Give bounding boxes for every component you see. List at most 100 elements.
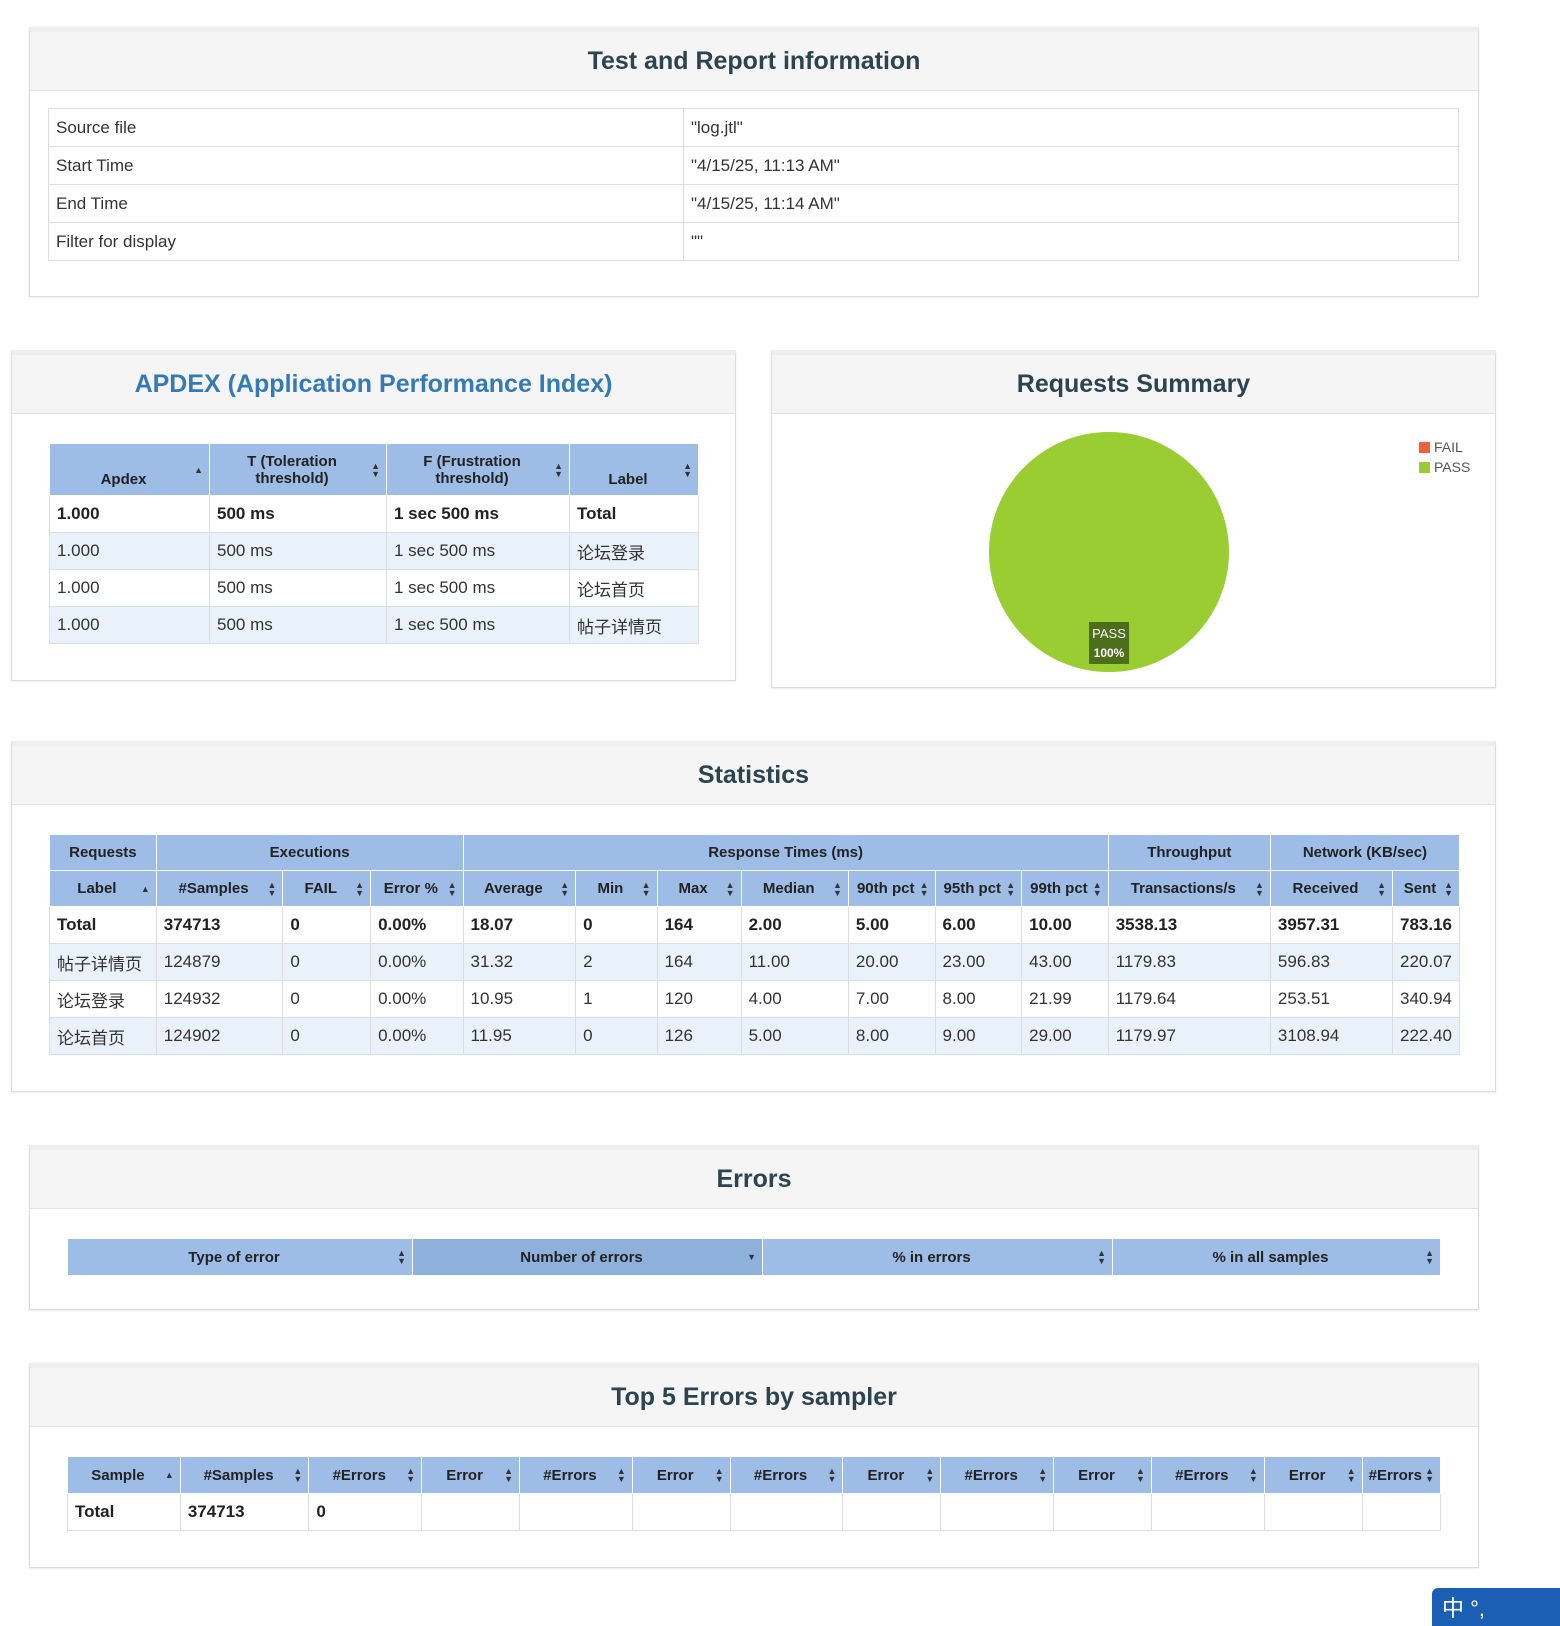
errors-title: Errors [30,1150,1478,1209]
stats-cell: 0 [282,943,372,981]
stats-cell: 1179.83 [1107,943,1271,981]
stats-cell: 8.00 [847,1017,936,1055]
statistics-table: Requests Executions Response Times (ms) … [49,834,1461,1055]
apdex-cell: 500 ms [209,532,387,570]
legend-item-pass[interactable]: PASS [1419,457,1470,477]
stats-header-sent[interactable]: Sent ▲ ▼ [1392,870,1460,907]
stats-cell: 0 [282,1017,372,1055]
apdex-header-label[interactable]: Label ▲ ▼ [569,443,699,496]
sort-desc-icon: ▼ [747,1252,756,1262]
info-row: Source file "log.jtl" [48,108,1459,147]
top5-cell [631,1493,731,1531]
errors-table: Type of error ▲ ▼ Number of errors ▼ % in e… [67,1238,1441,1276]
stats-cell: 帖子详情页 [49,943,157,981]
stats-cell: 9.00 [934,1017,1023,1055]
legend-swatch-pass [1419,461,1430,473]
apdex-cell: 500 ms [209,569,387,607]
stats-header-received[interactable]: Received ▲ ▼ [1269,870,1394,907]
apdex-cell: 1 sec 500 ms [386,495,570,533]
apdex-cell: 1 sec 500 ms [386,569,570,607]
top5-header-9[interactable]: Error ▲ ▼ [1053,1456,1152,1494]
apdex-header-frustration[interactable]: F (Frustration threshold) ▲ ▼ [386,443,570,496]
apdex-cell: 500 ms [209,495,387,533]
errors-header-type[interactable]: Type of error ▲ ▼ [67,1238,413,1276]
stats-header--samples[interactable]: #Samples ▲ ▼ [155,870,284,907]
table-row: 1.000 500 ms 1 sec 500 ms 论坛首页 [49,569,699,607]
stats-header-max[interactable]: Max ▲ ▼ [656,870,742,907]
top5-header-0[interactable]: Sample ▲ [67,1456,181,1494]
table-row: Total 374713 0 0.00% 18.07 0 164 2.00 5.00 6.00 10… [49,906,1460,944]
sort-icon: ▲ ▼ [1444,879,1453,898]
stats-cell: 11.00 [740,943,849,981]
stats-cell: 3108.94 [1269,1017,1394,1055]
stats-cell: 0.00% [370,980,464,1018]
top5-errors-table: Sample ▲ #Samples ▲ ▼ #Errors ▲ ▼ Error ▲ ▼ #Errors… [67,1456,1442,1531]
sort-icon: ▲ ▼ [1425,1248,1434,1266]
stats-cell: 783.16 [1392,906,1460,944]
errors-header-pct-all[interactable]: % in all samples ▲ ▼ [1112,1238,1441,1276]
table-row: 论坛登录 124932 0 0.00% 10.95 1 120 4.00 7.00 8.00 21.… [49,980,1460,1018]
top5-header-4[interactable]: #Errors ▲ ▼ [518,1456,633,1494]
stats-header-min[interactable]: Min ▲ ▼ [575,870,658,907]
stats-cell: 0.00% [370,1017,464,1055]
table-row: 1.000 500 ms 1 sec 500 ms Total [49,495,699,533]
errors-header-pct-errors[interactable]: % in errors ▲ ▼ [762,1238,1113,1276]
apdex-cell: 1.000 [49,495,210,533]
sort-icon: ▲ ▼ [833,879,842,898]
sort-icon: ▲ ▼ [447,879,457,898]
top5-header-1[interactable]: #Samples ▲ ▼ [179,1456,310,1494]
sort-icon: ▲ ▼ [641,879,651,898]
stats-header-99th-pct[interactable]: 99th pct ▲ ▼ [1021,870,1109,907]
top5-header-3[interactable]: Error ▲ ▼ [421,1456,520,1494]
ime-indicator[interactable]: 中 °, [1432,1588,1560,1626]
top5-cell [1263,1493,1363,1531]
stats-header-fail[interactable]: FAIL ▲ ▼ [282,870,372,907]
sort-icon: ▲ ▼ [1038,1466,1048,1484]
stats-header-label[interactable]: Label ▲ [49,870,157,907]
stats-cell: 374713 [155,906,284,944]
apdex-header-apdex[interactable]: Apdex ▲ [49,443,210,496]
apdex-cell: 1.000 [49,569,210,607]
stats-header-error-[interactable]: Error % ▲ ▼ [370,870,464,907]
sort-icon: ▲ ▼ [725,879,735,898]
top5-header-10[interactable]: #Errors ▲ ▼ [1150,1456,1265,1494]
stats-cell: 222.40 [1392,1017,1460,1055]
top5-header-5[interactable]: Error ▲ ▼ [631,1456,731,1494]
top5-header-7[interactable]: Error ▲ ▼ [842,1456,942,1494]
stats-cell: 164 [656,906,742,944]
top5-cell [1361,1493,1442,1531]
stats-cell: 1179.64 [1107,980,1271,1018]
errors-header-number[interactable]: Number of errors ▼ [412,1238,763,1276]
stats-header-95th-pct[interactable]: 95th pct ▲ ▼ [934,870,1023,907]
apdex-cell: 1.000 [49,606,210,644]
info-key: Start Time [48,146,684,185]
stats-cell: 340.94 [1392,980,1460,1018]
top5-header-12[interactable]: #Errors ▲ ▼ [1361,1456,1442,1494]
table-row: 1.000 500 ms 1 sec 500 ms 论坛登录 [49,532,699,570]
top5-header-6[interactable]: #Errors ▲ ▼ [729,1456,844,1494]
sort-icon: ▲ ▼ [1097,1248,1106,1266]
apdex-table: Apdex ▲ T (Toleration threshold) ▲ ▼ F (Fru… [49,443,699,644]
top5-header-2[interactable]: #Errors ▲ ▼ [308,1456,423,1494]
stats-header-median[interactable]: Median ▲ ▼ [740,870,849,907]
top5-cell [1053,1493,1152,1531]
top5-cell [518,1493,633,1531]
sort-icon: ▲ ▼ [397,1248,406,1266]
sort-icon: ▲ ▼ [1135,1466,1145,1484]
top5-cell [940,1493,1055,1531]
apdex-cell: 论坛首页 [569,569,699,607]
top5-header-8[interactable]: #Errors ▲ ▼ [940,1456,1055,1494]
sort-icon: ▲ ▼ [1346,1466,1356,1484]
sort-icon: ▲ ▼ [1377,879,1386,898]
info-key: Filter for display [48,222,684,261]
stats-header-90th-pct[interactable]: 90th pct ▲ ▼ [847,870,936,907]
apdex-header-toleration[interactable]: T (Toleration threshold) ▲ ▼ [209,443,387,496]
top5-header-11[interactable]: Error ▲ ▼ [1263,1456,1363,1494]
sort-icon: ▲ ▼ [1425,1466,1434,1484]
stats-header-transactions-s[interactable]: Transactions/s ▲ ▼ [1107,870,1271,907]
legend-item-fail[interactable]: FAIL [1419,437,1470,457]
stats-header-average[interactable]: Average ▲ ▼ [462,870,577,907]
sort-icon: ▲ ▼ [355,879,365,898]
stats-cell: 126 [656,1017,742,1055]
stats-cell: 论坛首页 [49,1017,157,1055]
